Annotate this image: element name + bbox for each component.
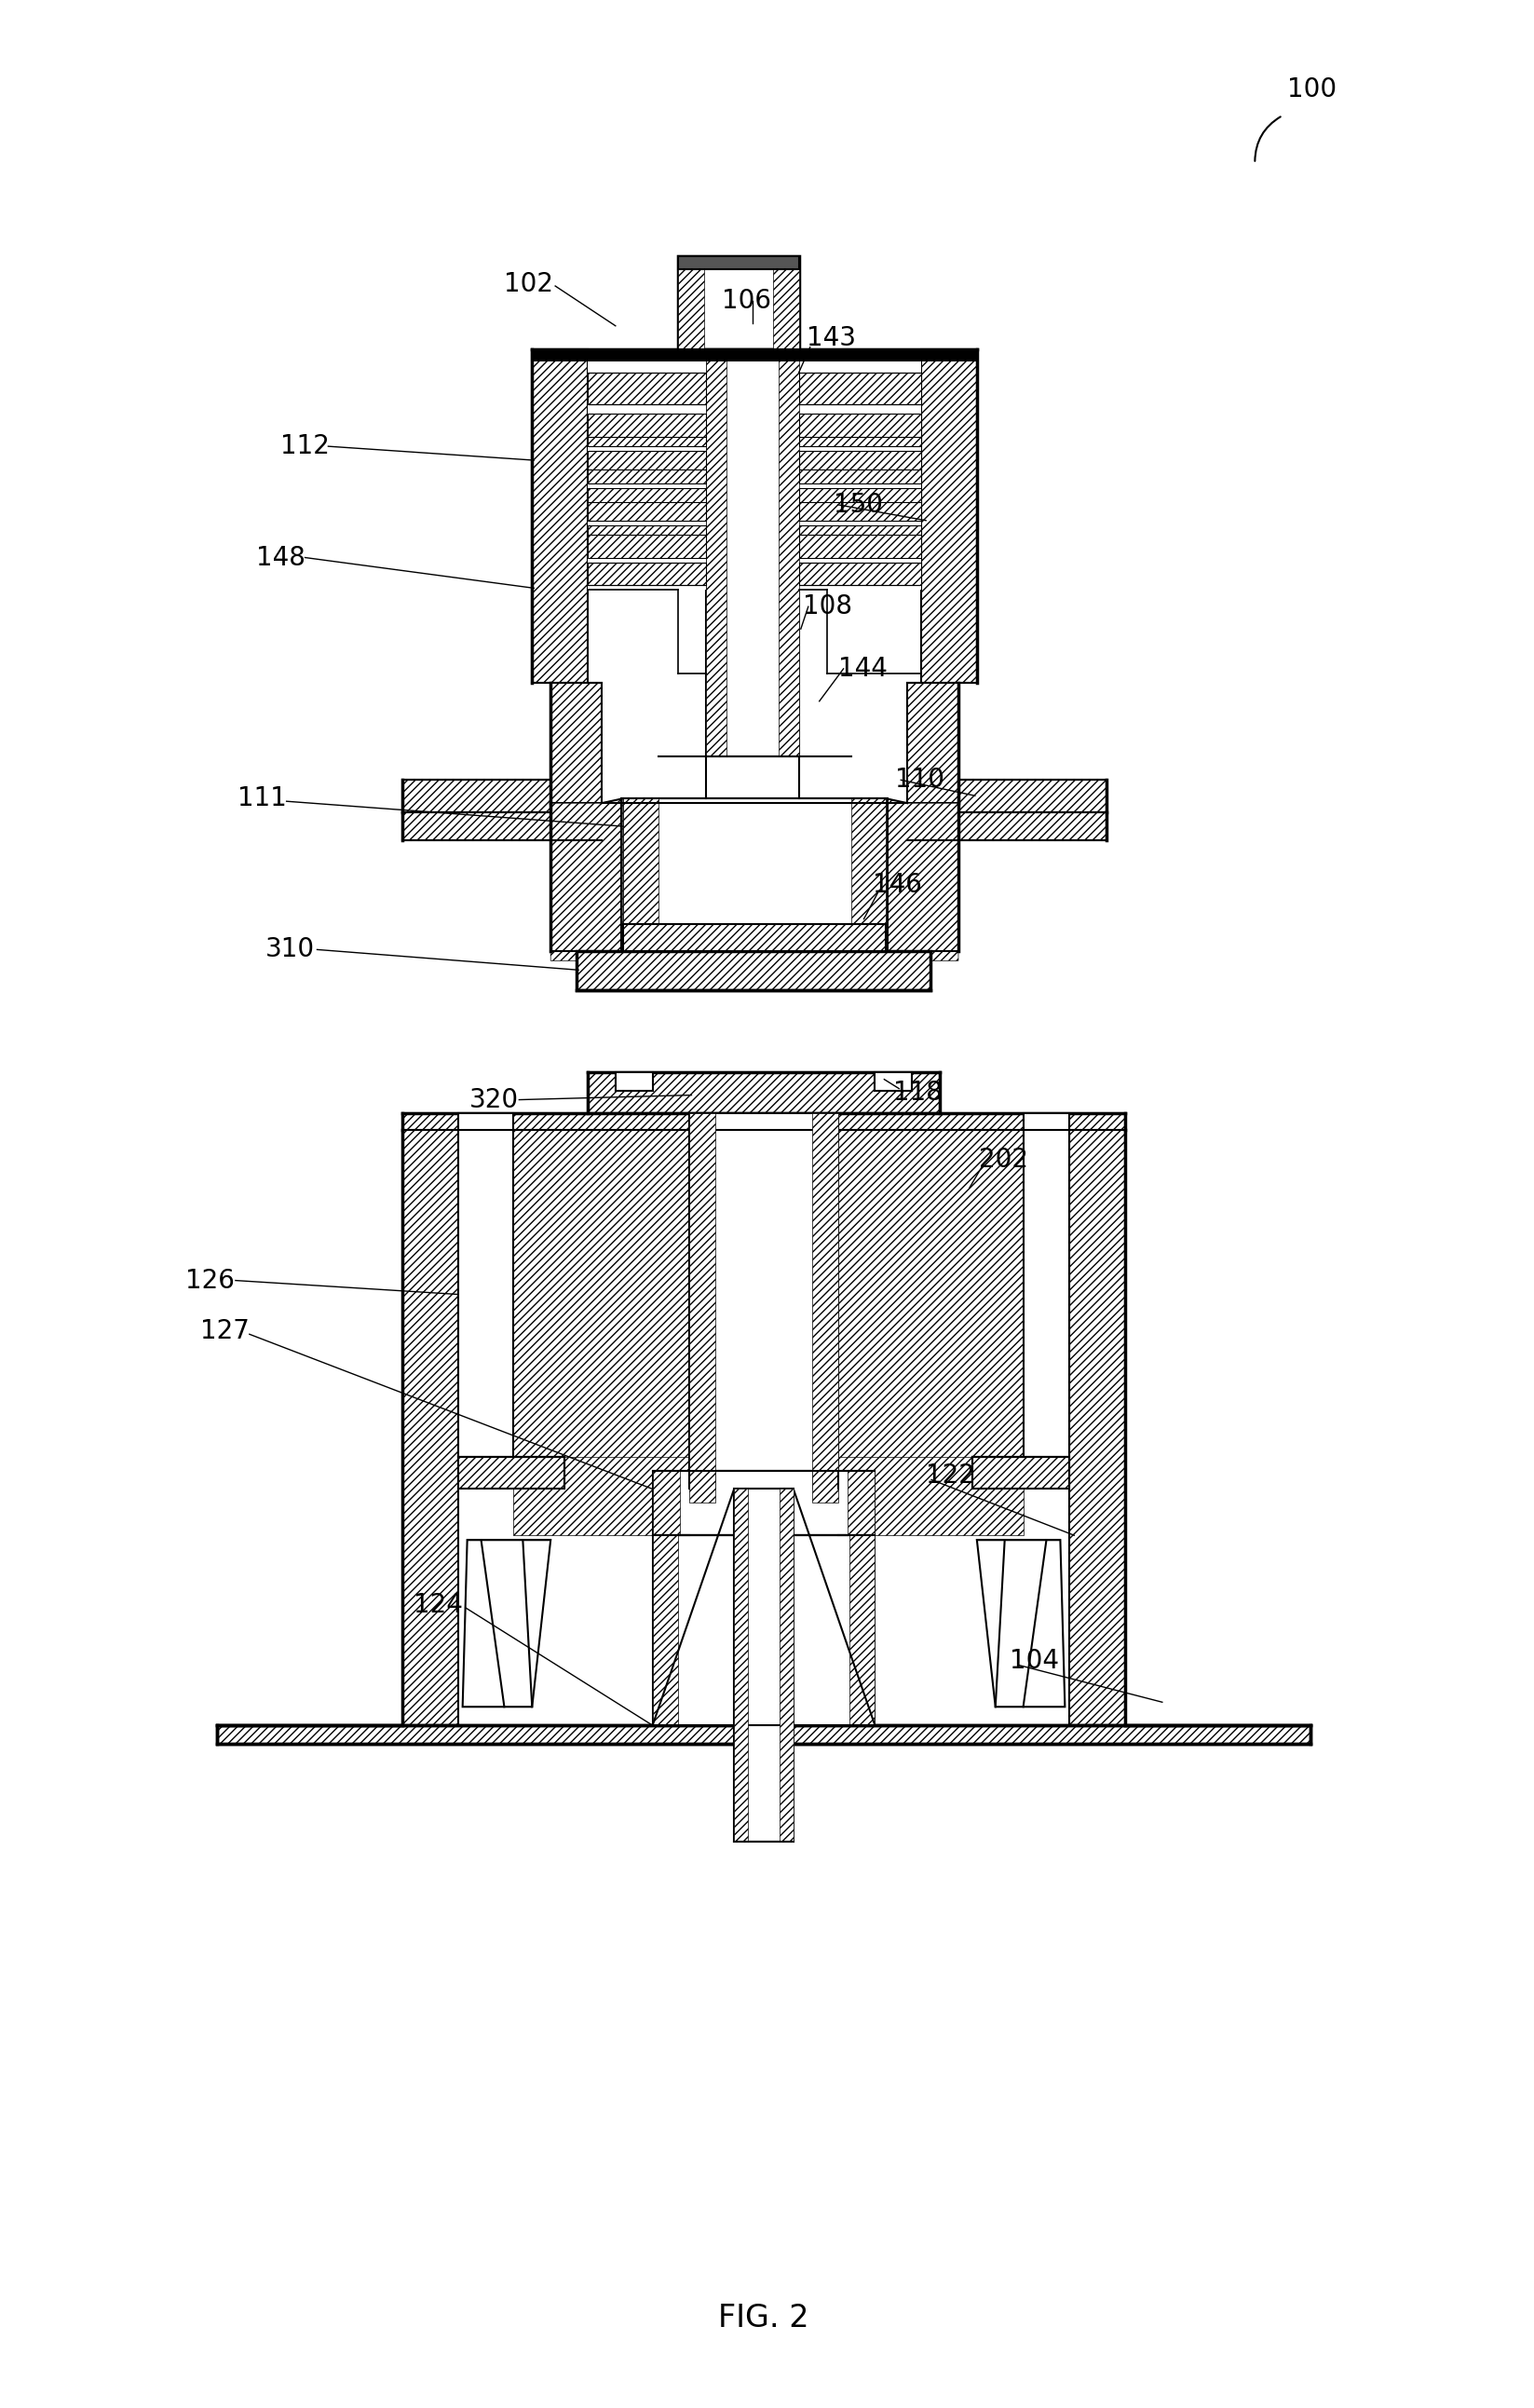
Bar [402,780,551,811]
Bar [799,450,922,484]
Bar [514,1129,690,1488]
Bar [922,349,977,681]
Text: 150: 150 [833,491,882,518]
Bar [874,1072,913,1091]
Text: 118: 118 [893,1079,943,1105]
Text: 124: 124 [414,1592,463,1618]
Bar [779,349,799,756]
Bar [735,1488,749,1842]
Text: 320: 320 [469,1086,518,1112]
Bar [459,1457,565,1488]
Bar [690,1471,715,1503]
Text: 106: 106 [723,289,772,313]
Bar [588,414,706,445]
Bar [799,489,922,520]
Polygon shape [977,1541,1065,1707]
Bar [623,799,887,932]
Bar [678,255,799,349]
Bar [652,1536,874,1727]
Text: 111: 111 [238,785,287,811]
Bar [690,1471,838,1503]
Text: 148: 148 [256,544,305,571]
Bar [799,373,922,405]
Bar [588,349,706,590]
Bar [1069,1129,1124,1727]
Bar [973,1457,1069,1488]
Bar [838,1129,1023,1488]
Bar [652,1536,678,1727]
Bar [459,1112,514,1457]
Text: 310: 310 [265,937,314,963]
Bar [851,799,887,932]
Bar [811,1112,838,1488]
Bar [402,1112,1124,1129]
Bar [623,925,887,951]
Bar [588,489,706,520]
Bar [799,561,922,585]
Text: 100: 100 [1287,77,1336,104]
Bar [838,1457,1023,1536]
Bar [959,780,1106,811]
Bar [678,255,799,270]
Bar [690,1112,715,1488]
Bar [551,681,601,804]
Bar [811,1471,838,1503]
Bar [799,525,922,559]
Bar [678,255,704,349]
Bar [848,1536,874,1727]
Bar [735,1488,793,1842]
Text: 127: 127 [201,1320,250,1344]
Bar [514,1457,690,1536]
Bar [588,525,706,559]
Text: 122: 122 [927,1462,976,1488]
Text: 143: 143 [807,325,856,352]
Bar [588,1072,940,1112]
Bar [1023,1112,1069,1457]
Bar [615,1072,652,1091]
Bar [908,811,1106,840]
Bar [652,1471,874,1536]
Bar [779,1488,793,1842]
Text: 110: 110 [896,766,945,792]
Bar [773,255,799,349]
Bar [799,349,922,590]
Bar [706,349,799,756]
Bar [623,799,658,932]
Text: 112: 112 [281,433,330,460]
Bar [588,561,706,585]
Text: 202: 202 [979,1146,1028,1173]
Bar [577,951,931,990]
Text: 104: 104 [1009,1647,1058,1674]
Bar [588,450,706,484]
Bar [706,349,727,756]
Bar [690,1112,838,1488]
Polygon shape [551,799,959,961]
Text: 108: 108 [802,595,851,619]
Bar [847,1471,874,1536]
Bar [908,681,959,804]
Text: 144: 144 [838,655,887,681]
Polygon shape [463,1541,551,1707]
Text: 102: 102 [505,272,554,296]
Bar [216,1727,1310,1743]
Bar [402,811,601,840]
Bar [402,1129,459,1727]
Bar [588,373,706,405]
Bar [532,349,588,681]
Bar [799,414,922,445]
Bar [652,1471,681,1536]
Text: 146: 146 [873,872,922,898]
Text: 126: 126 [186,1267,235,1293]
Text: FIG. 2: FIG. 2 [718,2302,810,2333]
Bar [532,349,977,361]
